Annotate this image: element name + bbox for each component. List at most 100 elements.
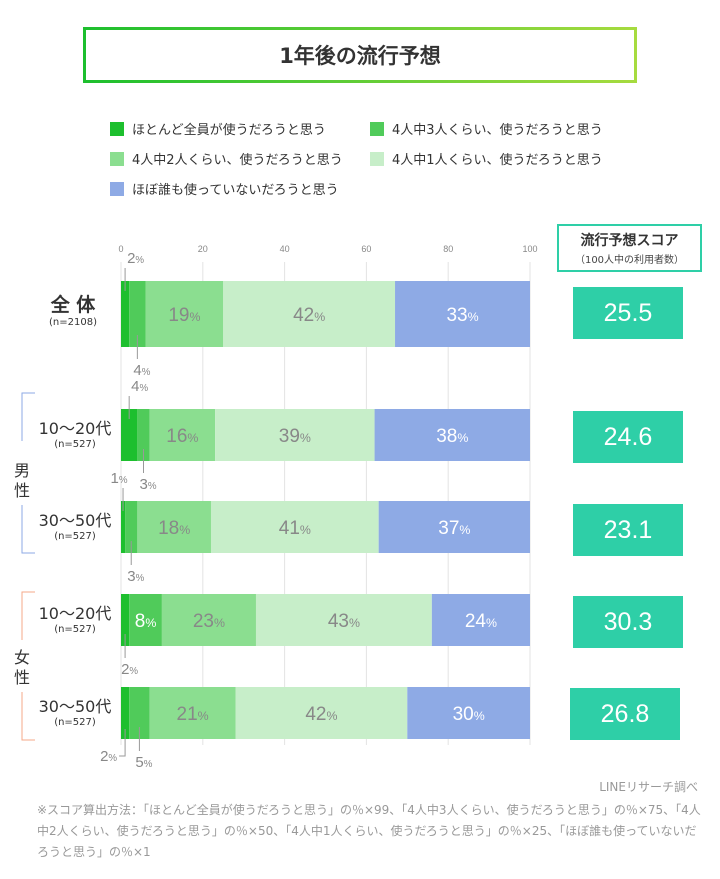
data-label: 8% (135, 611, 157, 632)
legend-label: 4人中3人くらい、使うだろうと思う (392, 123, 603, 138)
source: LINEリサーチ調べ (599, 780, 698, 794)
bar-segment (121, 409, 138, 461)
score-value: 30.3 (573, 596, 683, 648)
legend-item: 4人中1人くらい、使うだろうと思う (370, 149, 603, 168)
legend-swatch (110, 181, 124, 196)
chart-title: 1年後の流行予想 (83, 27, 637, 83)
score-header-subtitle: （100人中の利用者数） (574, 255, 685, 266)
x-tick-label: 40 (280, 244, 290, 254)
data-label: 4% (133, 362, 150, 379)
leader-line (119, 729, 126, 757)
data-label: 18% (158, 518, 190, 539)
legend-swatch (110, 121, 124, 136)
bar-segment (395, 281, 530, 347)
x-tick-label: 60 (361, 244, 371, 254)
x-tick-label: 20 (198, 244, 208, 254)
data-label: 4% (131, 378, 148, 395)
data-label: 39% (279, 426, 311, 447)
bar-segment (149, 687, 236, 739)
data-label: 41% (279, 518, 311, 539)
data-label: 1% (111, 470, 128, 487)
score-method-note: ※スコア算出方法：「ほとんど全員が使うだろうと思う」の％×99、「4人中3人くら… (37, 803, 701, 859)
data-label: 23% (193, 611, 225, 632)
bar-segment (210, 501, 379, 553)
bar-segment (121, 594, 130, 646)
legend-item: ほぼ誰も使っていないだろうと思う (110, 179, 339, 198)
data-label: 21% (177, 704, 209, 725)
score-value: 25.5 (573, 287, 683, 339)
data-label: 37% (438, 518, 470, 539)
category-name: 全 体 (50, 294, 96, 316)
data-label: 5% (135, 754, 152, 771)
group-label-male: 男性 (13, 461, 30, 500)
category-label: 10〜20代 (n=527) (25, 600, 125, 635)
bar-segment (129, 281, 146, 347)
legend-item: 4人中2人くらい、使うだろうと思う (110, 149, 343, 168)
bar-segment (407, 687, 530, 739)
category-name: 30〜50代 (38, 697, 112, 716)
data-label: 19% (168, 305, 200, 326)
bar-segment (235, 687, 408, 739)
bar-segment (121, 281, 130, 347)
data-label: 42% (305, 704, 337, 725)
data-label: 2% (121, 661, 138, 678)
bar-segment (215, 409, 375, 461)
bar-segment (121, 501, 126, 553)
bar-segment (121, 687, 130, 739)
sample-size: (n=527) (54, 717, 96, 728)
bar-segment (129, 687, 150, 739)
group-bracket (21, 591, 35, 640)
data-label: 43% (328, 611, 360, 632)
score-value: 23.1 (573, 504, 683, 556)
legend-label: 4人中2人くらい、使うだろうと思う (132, 153, 343, 168)
bar-segment (374, 409, 530, 461)
score-header-title: 流行予想スコア (580, 233, 679, 249)
category-label: 全 体 (n=2108) (23, 290, 123, 328)
data-label: 38% (436, 426, 468, 447)
data-label: 24% (465, 611, 497, 632)
bar-segment (137, 501, 211, 553)
bar-segment (125, 501, 138, 553)
category-name: 30〜50代 (38, 511, 112, 530)
category-name: 10〜20代 (38, 419, 112, 438)
data-label: 16% (166, 426, 198, 447)
bar-segment (161, 594, 256, 646)
score-value: 26.8 (570, 688, 680, 740)
legend-swatch (110, 151, 124, 166)
category-label: 30〜50代 (n=527) (25, 507, 125, 542)
legend-label: 4人中1人くらい、使うだろうと思う (392, 153, 603, 168)
sample-size: (n=2108) (49, 317, 97, 328)
data-label: 30% (453, 704, 485, 725)
legend-swatch (370, 121, 384, 136)
category-label: 10〜20代 (n=527) (25, 415, 125, 450)
sample-size: (n=527) (54, 624, 96, 635)
score-value: 24.6 (573, 411, 683, 463)
legend-label: ほとんど全員が使うだろうと思う (132, 123, 326, 138)
group-bracket (21, 692, 35, 741)
group-bracket (21, 505, 35, 554)
legend-item: 4人中3人くらい、使うだろうと思う (370, 119, 603, 138)
data-label: 33% (446, 305, 478, 326)
x-tick-label: 80 (443, 244, 453, 254)
bar-segment (431, 594, 530, 646)
x-tick-label: 100 (522, 244, 537, 254)
sample-size: (n=527) (54, 531, 96, 542)
group-label-female: 女性 (13, 648, 30, 687)
data-label: 2% (127, 250, 144, 267)
data-label: 3% (127, 568, 144, 585)
sample-size: (n=527) (54, 439, 96, 450)
bar-segment (137, 409, 150, 461)
legend-swatch (370, 151, 384, 166)
data-label: 3% (139, 476, 156, 493)
bar-segment (129, 594, 162, 646)
bar-segment (255, 594, 432, 646)
bar-segment (378, 501, 530, 553)
bar-segment (149, 409, 216, 461)
category-label: 30〜50代 (n=527) (25, 693, 125, 728)
score-header: 流行予想スコア （100人中の利用者数） (557, 224, 702, 272)
legend-item: ほとんど全員が使うだろうと思う (110, 119, 326, 138)
data-label: 2% (100, 748, 117, 765)
bar-segment (223, 281, 396, 347)
group-bracket (21, 392, 35, 441)
